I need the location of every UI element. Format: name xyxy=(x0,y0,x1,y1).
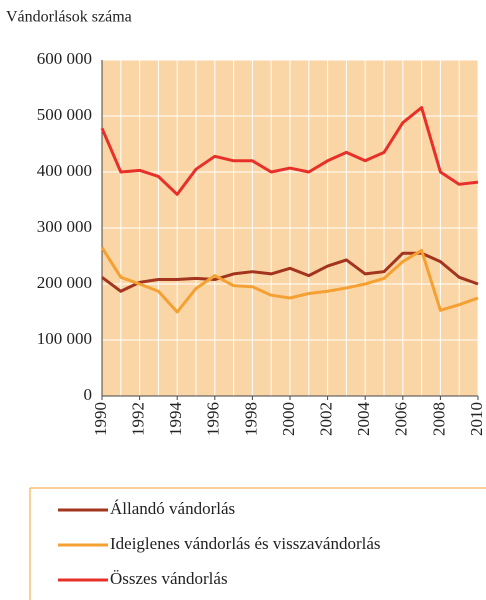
x-tick-label: 1990 xyxy=(91,402,110,436)
y-tick-label: 400 000 xyxy=(37,161,92,180)
y-tick-label: 0 xyxy=(84,385,93,404)
series-line xyxy=(100,106,479,196)
x-tick-label: 2000 xyxy=(279,402,298,436)
legend-label: Ideiglenes vándorlás és visszavándorlás xyxy=(110,534,381,553)
x-tick-label: 2010 xyxy=(467,402,486,436)
x-tick-label: 2008 xyxy=(429,402,448,436)
x-tick-label: 1998 xyxy=(241,402,260,436)
x-tick-label: 1994 xyxy=(166,402,185,437)
x-tick-label: 2002 xyxy=(317,402,336,436)
x-tick-label: 2004 xyxy=(354,402,373,437)
y-tick-label: 300 000 xyxy=(37,217,92,236)
series-line xyxy=(100,246,479,314)
y-tick-label: 200 000 xyxy=(37,273,92,292)
x-tick-label: 1996 xyxy=(204,402,223,436)
x-tick-label: 2006 xyxy=(392,402,411,436)
x-tick-label: 1992 xyxy=(129,402,148,436)
y-tick-label: 500 000 xyxy=(37,105,92,124)
legend-label: Összes vándorlás xyxy=(110,569,228,588)
legend-label: Állandó vándorlás xyxy=(110,499,235,518)
y-axis-title: Vándorlások száma xyxy=(6,9,132,26)
y-tick-label: 600 000 xyxy=(37,49,92,68)
y-tick-label: 100 000 xyxy=(37,329,92,348)
